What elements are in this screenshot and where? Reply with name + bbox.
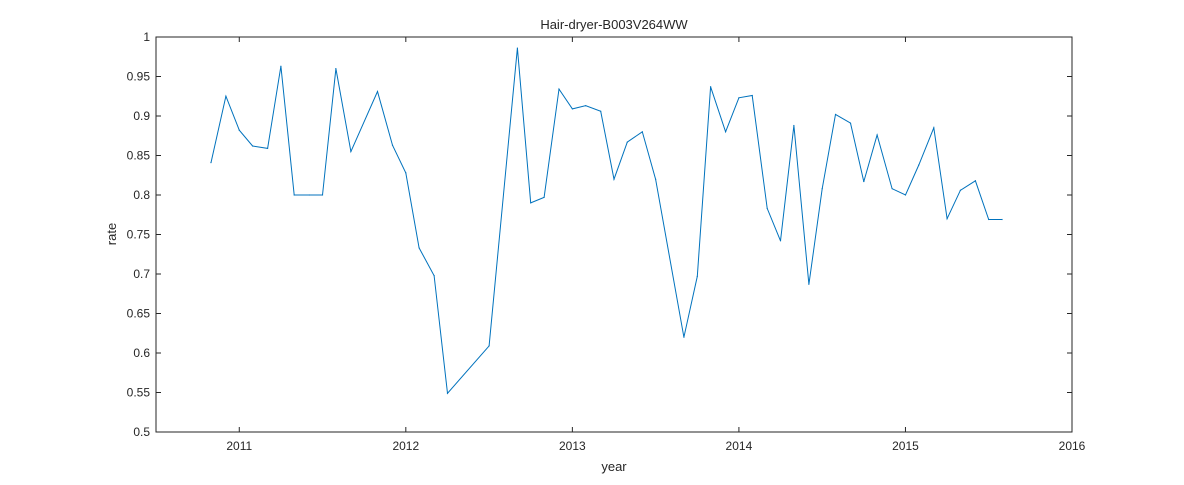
data-point: [516, 47, 519, 49]
data-point: [210, 162, 212, 164]
data-point: [959, 189, 962, 191]
data-point: [655, 178, 657, 180]
data-point: [613, 178, 615, 180]
data-point: [225, 95, 227, 97]
y-tick-label: 1: [143, 30, 150, 44]
data-point: [321, 194, 324, 196]
data-point: [696, 275, 698, 277]
data-point: [918, 164, 920, 166]
y-tick-label: 0.85: [127, 149, 151, 163]
data-point: [849, 122, 852, 124]
data-point: [446, 392, 449, 394]
y-tick-label: 0.75: [127, 228, 151, 242]
data-point: [433, 274, 435, 277]
data-point: [308, 194, 310, 196]
data-point: [834, 113, 837, 116]
x-tick-label: 2013: [559, 439, 586, 453]
data-point: [974, 180, 977, 182]
data-point: [376, 90, 379, 93]
data-point: [863, 180, 865, 183]
data-point: [738, 97, 740, 99]
data-point: [585, 105, 587, 107]
data-point: [821, 188, 823, 190]
data-point: [543, 196, 545, 198]
plot-area: 2011 2012 2013 2014 2015 2016 0.5 0.55 0.6 0.65 0.…: [127, 30, 1086, 453]
data-point: [600, 110, 602, 112]
y-tick-label: 0.6: [133, 346, 150, 360]
data-point: [626, 141, 628, 143]
data-point: [683, 336, 685, 338]
data-point: [251, 145, 254, 147]
x-tick-label: 2015: [892, 439, 919, 453]
y-tick-label: 0.7: [133, 267, 150, 281]
x-tick-label: 2011: [226, 439, 252, 453]
data-point: [891, 188, 893, 190]
data-point: [988, 218, 990, 221]
x-tick-label: 2016: [1059, 439, 1086, 453]
data-point: [751, 94, 753, 97]
data-point: [709, 86, 712, 88]
data-point: [405, 172, 407, 174]
series-line: [210, 48, 1003, 395]
data-point: [335, 68, 337, 70]
data-point: [904, 194, 907, 196]
chart-title: Hair-dryer-B003V264WW: [540, 17, 688, 32]
data-point: [418, 247, 420, 249]
x-tick-label: 2014: [726, 439, 753, 453]
data-point: [793, 124, 795, 127]
data-point: [724, 131, 727, 133]
y-tick-label: 0.65: [127, 307, 151, 321]
data-point: [558, 88, 560, 90]
y-tick-label: 0.55: [127, 386, 151, 400]
data-point: [808, 283, 810, 285]
data-point: [641, 131, 643, 133]
axes-box: [155, 36, 1073, 433]
data-point: [266, 147, 269, 149]
data-point: [571, 108, 573, 110]
data-point: [280, 65, 282, 67]
data-point: [933, 127, 935, 129]
data-point: [779, 240, 782, 242]
data-point: [488, 345, 490, 347]
x-axis-label: year: [601, 459, 627, 474]
data-point: [766, 207, 768, 210]
data-point: [946, 218, 948, 220]
data-point: [530, 202, 532, 204]
y-tick-label: 0.8: [133, 188, 150, 202]
y-axis-label: rate: [104, 223, 119, 245]
data-point: [238, 129, 240, 131]
y-tick-label: 0.95: [127, 70, 151, 84]
data-point: [293, 194, 295, 196]
data-point: [1001, 218, 1003, 221]
data-point: [350, 150, 352, 153]
data-point: [876, 134, 878, 136]
data-point: [391, 144, 394, 146]
x-tick-label: 2012: [392, 439, 419, 453]
y-tick-label: 0.5: [133, 425, 150, 439]
y-tick-label: 0.9: [133, 109, 150, 123]
